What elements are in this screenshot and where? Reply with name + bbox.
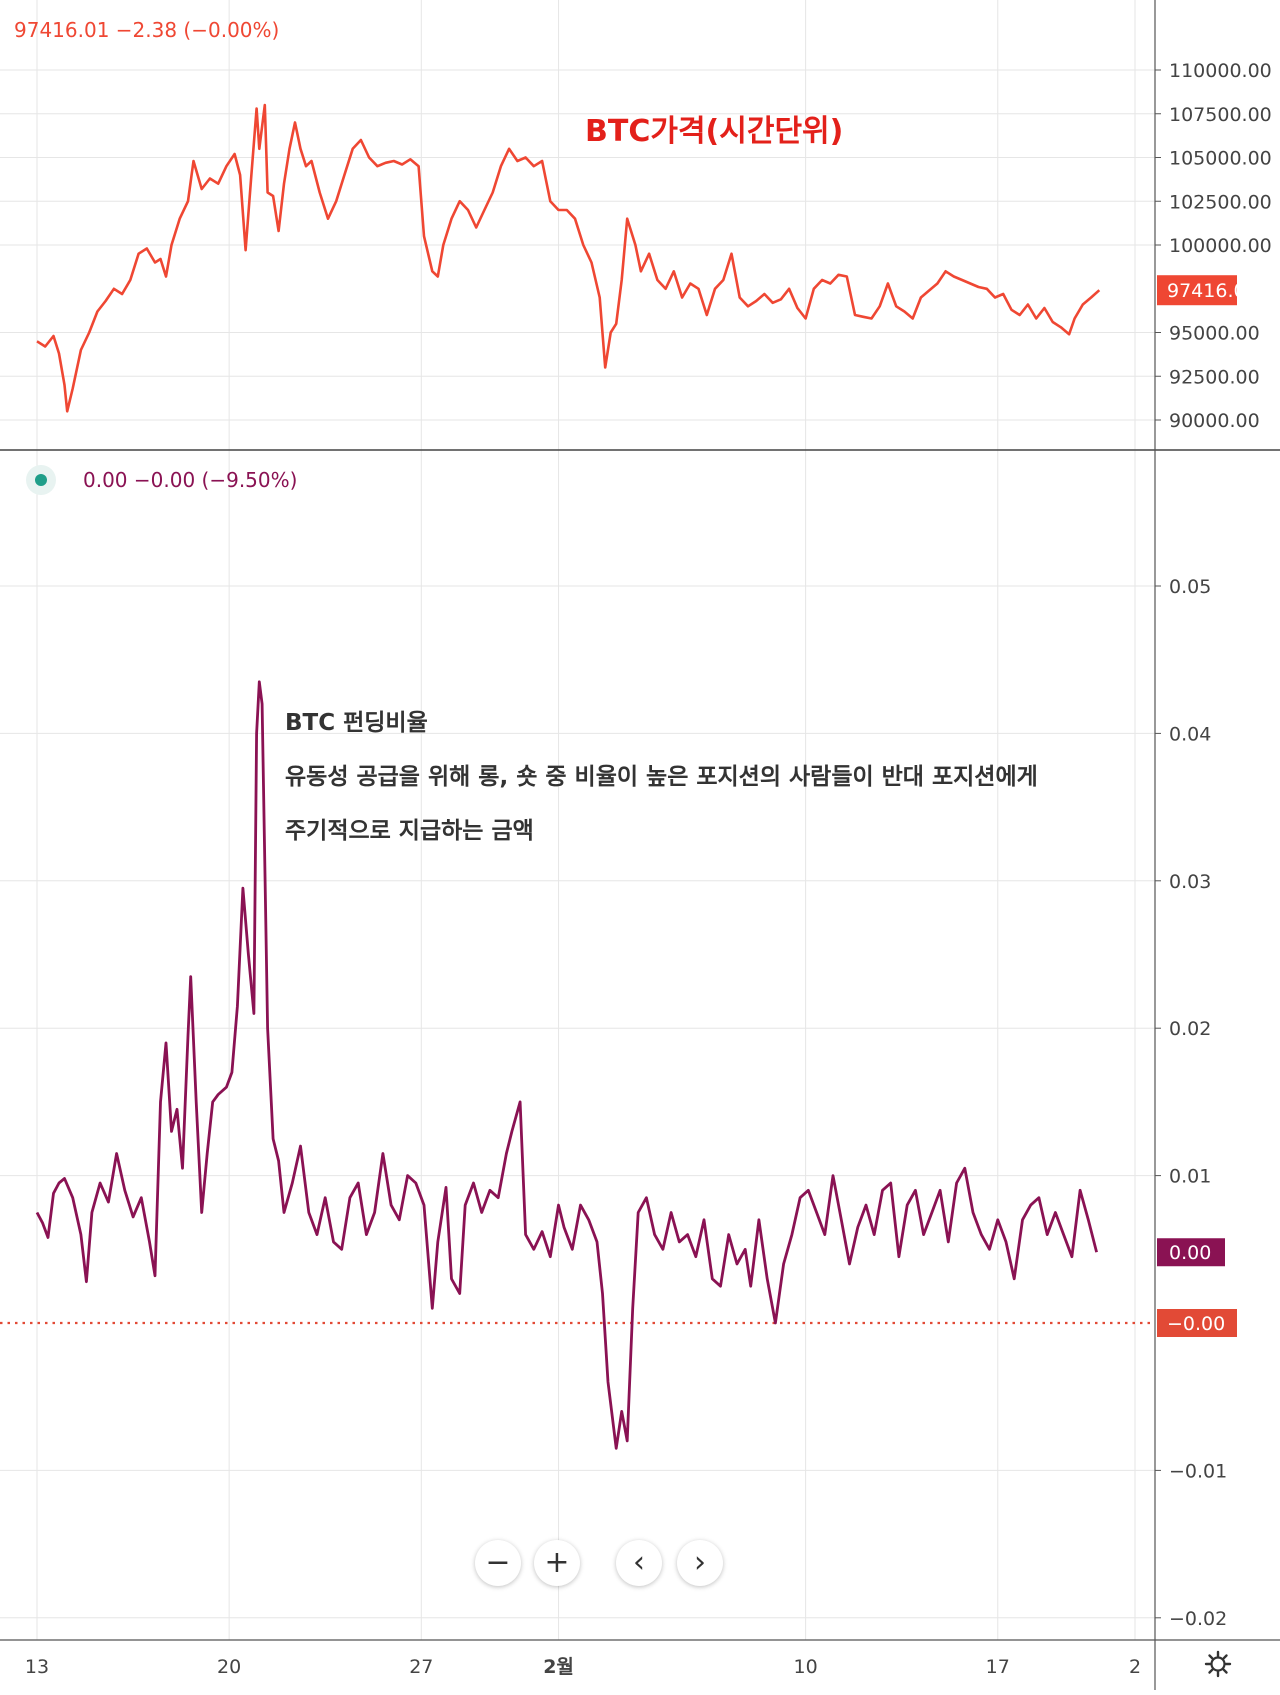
price-legend: 97416.01 −2.38 (−0.00%) [14,18,280,42]
label-layer: 110000.00 107500.00 105000.00 102500.00 1000… [25,60,1272,1678]
zero-value-label: −0.00 [1167,1313,1225,1335]
x-tick-label: 2월 [543,1656,574,1678]
zero-value-box [1157,1309,1237,1337]
price-chart-annotation: BTC가격(시간단위) [585,114,844,149]
gear-icon [1204,1650,1232,1678]
funding-chart-annotation-line2: 주기적으로 지급하는 금액 [285,818,534,844]
plus-icon: + [544,1545,570,1580]
scroll-left-button[interactable]: ‹ [616,1540,662,1586]
price-y-tick-label: 95000.00 [1169,323,1260,345]
funding-y-tick-label: 0.04 [1169,723,1211,745]
funding-y-tick-label: −0.01 [1169,1460,1227,1482]
minus-icon: − [485,1545,511,1580]
funding-y-tick-label: −0.02 [1169,1608,1227,1630]
x-tick-label: 27 [409,1656,433,1678]
funding-y-tick-label: 0.05 [1169,576,1211,598]
price-y-tick-label: 110000.00 [1169,60,1272,82]
series-layer [0,103,1155,1450]
x-tick-label: 13 [25,1656,49,1678]
price-last-value-label: 97416.01 [1167,280,1258,302]
funding-line [35,680,1098,1450]
status-dot-icon[interactable] [26,465,56,495]
x-tick-label: 17 [986,1656,1010,1678]
funding-last-value-label: 0.00 [1169,1242,1211,1264]
funding-chart-annotation-line1: 유동성 공급을 위해 롱, 숏 중 비율이 높은 포지션의 사람들이 반대 포지… [285,764,1038,790]
price-y-tick-label: 90000.00 [1169,410,1260,432]
zoom-in-button[interactable]: + [534,1540,580,1586]
funding-chart-annotation-title: BTC 펀딩비율 [285,710,428,736]
x-tick-label: 2 [1129,1656,1141,1678]
funding-last-value-box [1157,1238,1225,1267]
settings-button[interactable] [1198,1644,1238,1684]
price-y-tick-label: 105000.00 [1169,148,1272,170]
x-tick-label: 10 [794,1656,818,1678]
zoom-out-button[interactable]: − [475,1540,521,1586]
price-y-tick-label: 100000.00 [1169,235,1272,257]
price-y-tick-label: 107500.00 [1169,104,1272,126]
price-last-value-box [1157,275,1237,306]
chevron-right-icon: › [694,1545,706,1580]
scroll-right-button[interactable]: › [677,1540,723,1586]
x-tick-label: 20 [217,1656,241,1678]
grid-layer [0,0,1155,1640]
funding-legend: 0.00 −0.00 (−9.50%) [83,468,298,492]
price-y-tick-label: 102500.00 [1169,191,1272,213]
funding-y-tick-label: 0.01 [1169,1166,1211,1188]
chevron-left-icon: ‹ [633,1545,645,1580]
dot-icon [35,474,47,486]
price-line [36,103,1101,413]
funding-y-tick-label: 0.02 [1169,1018,1211,1040]
funding-y-tick-label: 0.03 [1169,871,1211,893]
price-y-tick-label: 92500.00 [1169,366,1260,388]
